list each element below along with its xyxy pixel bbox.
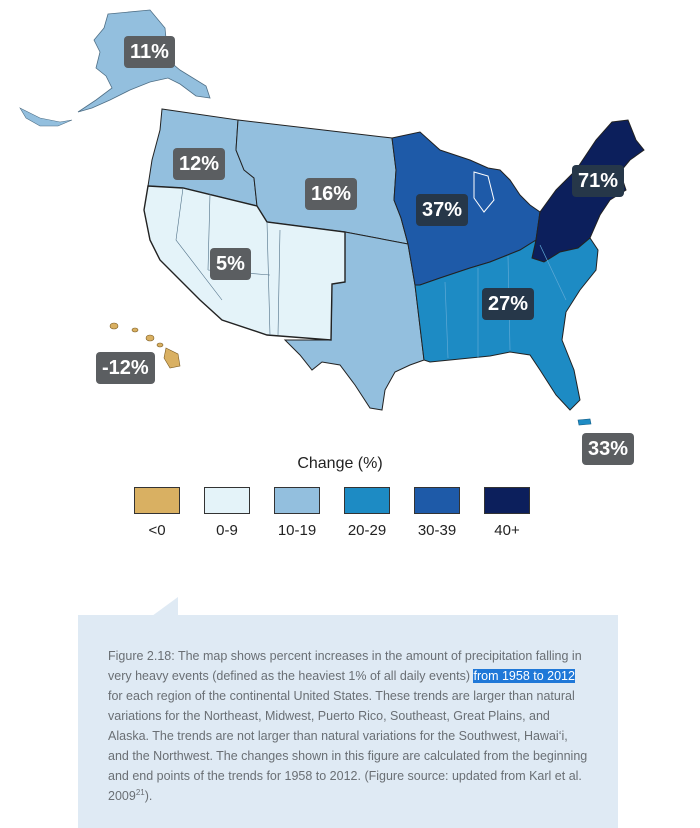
caption-text-1: Figure 2.18: The map shows percent incre… <box>108 649 582 683</box>
legend-swatch-10-19 <box>274 487 320 514</box>
badge-southwest: 5% <box>210 248 251 280</box>
legend-label-40plus: 40+ <box>494 522 520 539</box>
badge-hawaii: -12% <box>96 352 155 384</box>
region-southeast <box>414 237 599 411</box>
legend-swatch-40plus <box>484 487 530 514</box>
caption-reference[interactable]: 21 <box>135 787 145 797</box>
legend-swatch-20-29 <box>344 487 390 514</box>
caption-text-2: for each region of the continental Unite… <box>108 689 588 803</box>
caption-box <box>78 615 618 828</box>
badge-puerto-rico: 33% <box>582 433 635 465</box>
legend-label-neg: <0 <box>148 522 166 539</box>
badge-northwest: 12% <box>173 148 226 180</box>
caption-notch <box>152 597 178 616</box>
legend-title: Change (%) <box>297 455 383 472</box>
caption-highlight[interactable]: from 1958 to 2012 <box>473 669 575 683</box>
badge-northeast: 71% <box>572 165 625 197</box>
legend-label-20-29: 20-29 <box>347 522 387 539</box>
badge-great-plains-north: 16% <box>305 178 358 210</box>
legend-label-0-9: 0-9 <box>216 522 238 539</box>
legend-label-30-39: 30-39 <box>417 522 457 539</box>
figure-caption: Figure 2.18: The map shows percent incre… <box>108 646 588 806</box>
badge-midwest: 37% <box>416 194 469 226</box>
caption-text-3: ). <box>144 789 153 803</box>
legend-swatch-neg <box>134 487 180 514</box>
badge-alaska: 11% <box>124 36 175 68</box>
region-hawaii <box>109 322 181 369</box>
legend-label-10-19: 10-19 <box>277 522 317 539</box>
badge-southeast: 27% <box>482 288 535 320</box>
legend-swatch-0-9 <box>204 487 250 514</box>
region-puerto-rico <box>577 418 592 426</box>
legend-swatch-30-39 <box>414 487 460 514</box>
